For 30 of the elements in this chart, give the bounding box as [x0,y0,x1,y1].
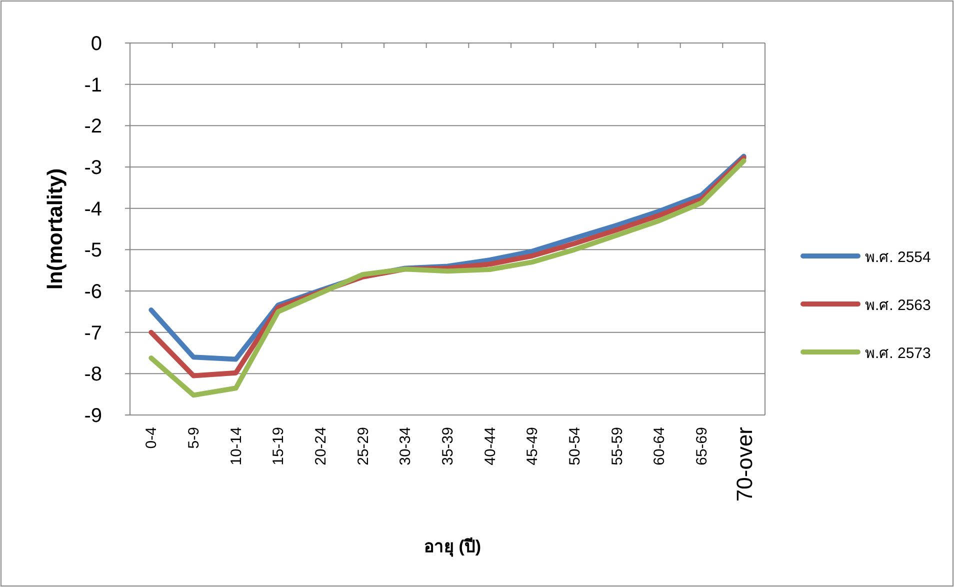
y-tick-label: -1 [84,74,102,96]
x-tick-label: 45-49 [524,427,542,466]
x-axis-title: อายุ (ปี) [424,536,482,557]
y-tick-label: -7 [84,322,102,344]
y-tick-label: 0 [90,33,102,55]
x-tick-label: 15-19 [270,427,288,466]
x-tick-label: 60-64 [651,427,668,466]
x-tick-label: 5-9 [186,427,202,449]
y-tick-label: -3 [84,157,102,179]
legend-label: พ.ศ. 2573 [865,345,931,362]
y-tick-label: -8 [84,364,102,386]
y-tick-label: -2 [84,116,102,138]
x-tick-label: 0-4 [143,427,160,449]
y-axis-title: ln(mortality) [44,168,67,290]
x-tick-label: 65-69 [694,427,710,466]
x-tick-label: 70-over [732,427,757,502]
legend-label: พ.ศ. 2554 [865,249,931,266]
x-tick-label: 20-24 [312,427,330,466]
x-tick-label: 10-14 [228,427,245,466]
x-tick-label: 35-39 [440,427,456,466]
y-tick-label: -9 [84,405,102,427]
x-tick-label: 25-29 [354,427,372,466]
y-tick-label: -4 [84,198,102,220]
y-tick-label: -5 [84,240,102,262]
x-tick-label: 55-59 [608,427,626,466]
x-tick-label: 30-34 [397,427,414,466]
y-tick-label: -6 [84,281,102,303]
x-tick-label: 50-54 [566,427,584,466]
x-tick-label: 40-44 [482,427,499,466]
legend-label: พ.ศ. 2563 [865,297,931,314]
